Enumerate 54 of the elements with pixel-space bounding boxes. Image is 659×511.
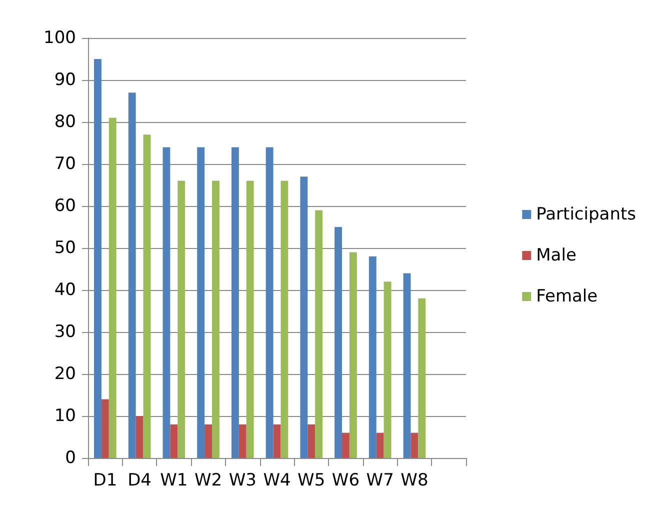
bar (403, 273, 411, 458)
y-tick-label: 100 (44, 28, 76, 48)
y-tick-label: 0 (65, 448, 76, 468)
bar (162, 147, 170, 458)
bar (266, 147, 274, 458)
bar (376, 432, 384, 458)
bar (368, 256, 376, 458)
bar (300, 176, 308, 458)
bar (273, 424, 281, 458)
bar (212, 180, 220, 458)
bar (308, 424, 316, 458)
bar (108, 118, 116, 458)
bar (170, 424, 178, 458)
x-tick-label: W7 (366, 470, 394, 490)
bar (280, 180, 288, 458)
x-tick-label: D4 (128, 470, 152, 490)
bar (238, 424, 246, 458)
x-tick-label: W1 (160, 470, 188, 490)
x-tick-label: W4 (263, 470, 291, 490)
bar (143, 134, 151, 458)
bar (315, 210, 323, 458)
bar (418, 298, 426, 458)
legend-label: Male (536, 246, 576, 266)
bar (94, 59, 102, 458)
x-tick-label: W8 (400, 470, 428, 490)
y-tick-label: 40 (54, 280, 76, 300)
bar (384, 282, 392, 458)
bar (204, 424, 212, 458)
y-tick-label: 60 (54, 196, 76, 216)
bar (231, 147, 239, 458)
bar (128, 92, 136, 458)
y-tick-label: 90 (54, 70, 76, 90)
y-tick-label: 10 (54, 406, 76, 426)
bar (136, 416, 144, 458)
bar (410, 432, 418, 458)
x-tick-label: W6 (332, 470, 360, 490)
y-tick-label: 80 (54, 112, 76, 132)
y-tick-label: 70 (54, 154, 76, 174)
x-tick-label: W3 (228, 470, 256, 490)
legend-label: Participants (536, 204, 636, 224)
bar (246, 180, 254, 458)
x-tick-label: D1 (93, 470, 118, 490)
x-tick-label: W5 (298, 470, 326, 490)
y-tick-label: 30 (54, 322, 76, 342)
bar (101, 399, 109, 458)
legend-label: Female (536, 286, 598, 306)
bar (349, 252, 357, 458)
bar (342, 432, 350, 458)
bar (334, 227, 342, 458)
x-tick-label: W2 (194, 470, 222, 490)
bar (197, 147, 205, 458)
bar (178, 180, 186, 458)
y-tick-label: 50 (54, 238, 76, 258)
y-tick-label: 20 (54, 364, 76, 384)
